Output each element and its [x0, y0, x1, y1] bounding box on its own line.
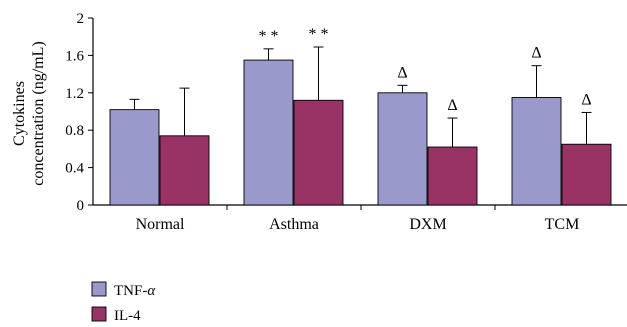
x-category-label: DXM: [409, 216, 446, 233]
y-tick-label: 0: [77, 198, 85, 214]
y-tick-label: 0.8: [65, 123, 84, 139]
x-category-label: TCM: [545, 216, 580, 233]
legend-swatch-tnf: [91, 281, 107, 297]
y-tick-label: 1.6: [65, 48, 84, 64]
significance-marker: * *: [309, 26, 329, 43]
bar-normal-tnf: [109, 109, 160, 206]
y-tick-label: 2: [77, 11, 85, 27]
significance-marker: Δ: [581, 91, 591, 108]
y-axis-title-line1: Cytokines: [11, 81, 28, 146]
significance-marker: Δ: [397, 64, 407, 81]
bar-asthma-tnf: [243, 59, 294, 206]
y-tick-label: 1.2: [65, 86, 84, 102]
bar-normal-il4: [159, 135, 210, 206]
legend-label-il4: IL-4: [114, 308, 141, 324]
significance-marker: Δ: [531, 45, 541, 62]
bar-tcm-il4: [561, 143, 612, 206]
bar-dxm-tnf: [377, 92, 428, 206]
legend-label-tnf: TNF-α: [114, 283, 156, 299]
x-category-label: Normal: [136, 216, 185, 233]
x-category-label: Asthma: [269, 216, 319, 233]
bar-tcm-tnf: [511, 97, 562, 206]
significance-marker: * *: [259, 28, 279, 45]
legend-swatch-il4: [91, 306, 107, 322]
bar-asthma-il4: [293, 99, 344, 206]
y-tick-label: 0.4: [65, 161, 84, 177]
plot-area: 0 0.4 0.8 1.2 1.6 2 Cytokines concentration (ng…: [11, 11, 627, 233]
bar-dxm-il4: [427, 146, 478, 206]
significance-marker: Δ: [447, 97, 457, 114]
legend: TNF-α IL-4: [91, 281, 156, 324]
y-axis-title-line2: concentration (ng/mL): [30, 41, 47, 185]
